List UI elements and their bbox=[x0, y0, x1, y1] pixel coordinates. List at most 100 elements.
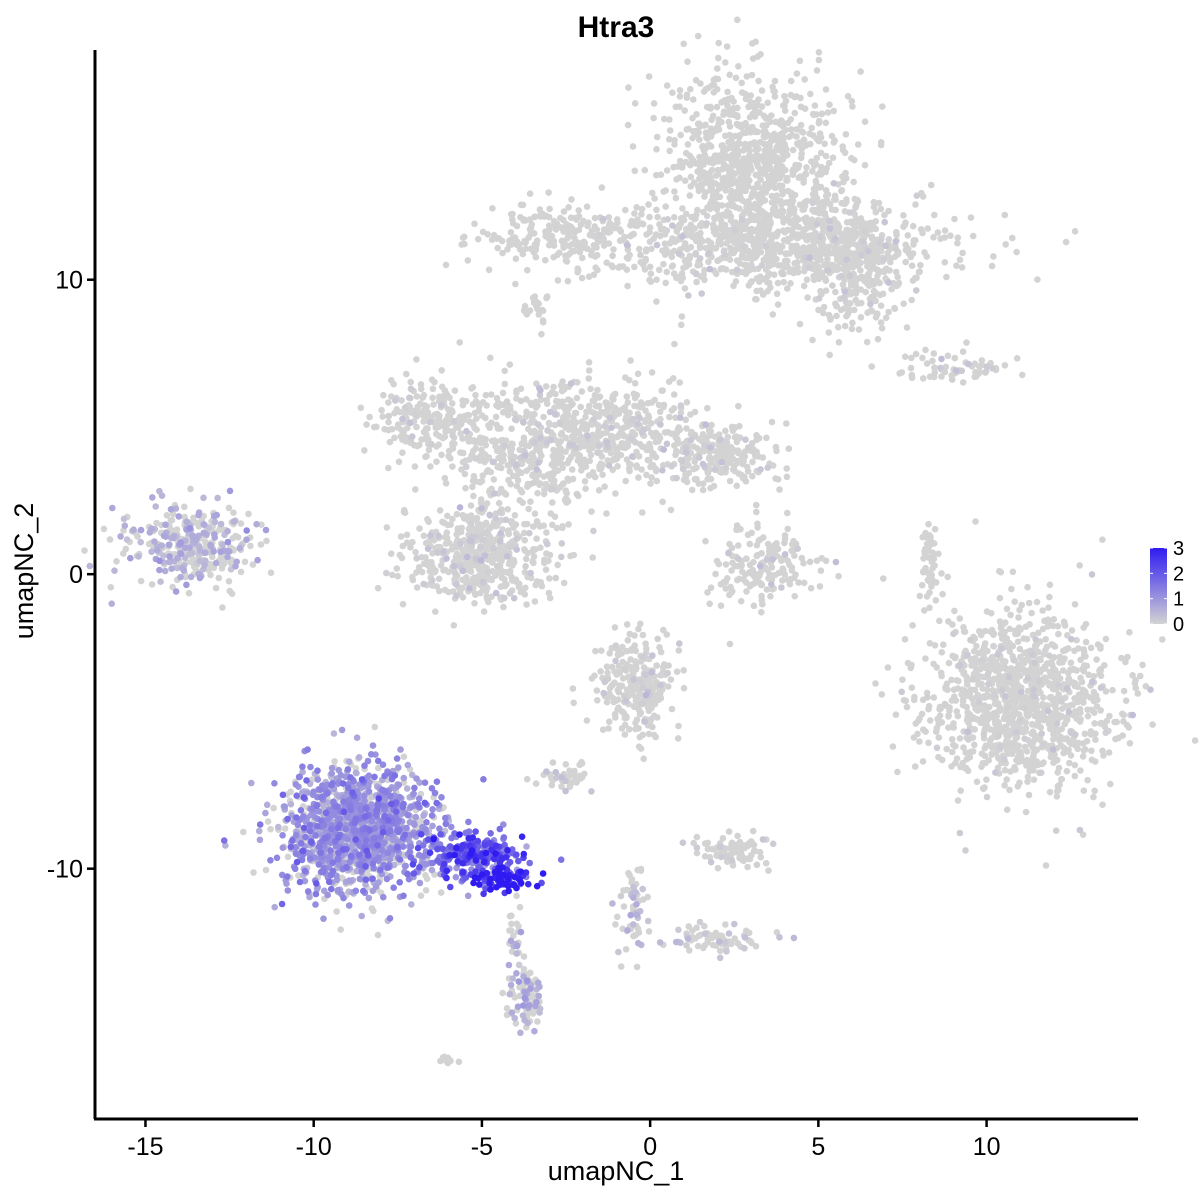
cell-point bbox=[947, 232, 954, 239]
cell-point bbox=[624, 282, 631, 290]
cell-point bbox=[545, 241, 553, 249]
cell-point bbox=[916, 268, 923, 276]
cell-point bbox=[545, 213, 553, 221]
cell-point bbox=[745, 167, 753, 174]
cell-point bbox=[424, 409, 432, 416]
cell-point bbox=[936, 617, 943, 625]
cell-point bbox=[934, 229, 942, 236]
cell-point bbox=[522, 396, 530, 403]
cell-point bbox=[967, 214, 975, 221]
cell-point bbox=[925, 739, 932, 747]
cell-point bbox=[638, 220, 646, 227]
cell-point bbox=[919, 375, 927, 382]
cell-point bbox=[565, 204, 572, 211]
cell-point bbox=[647, 270, 655, 278]
cell-point bbox=[687, 173, 695, 181]
cell-point bbox=[581, 461, 589, 469]
cell-point bbox=[631, 402, 638, 410]
cell-point bbox=[669, 89, 676, 96]
cell-point bbox=[1091, 709, 1098, 716]
cell-point bbox=[741, 254, 749, 262]
cell-point bbox=[990, 253, 997, 260]
cell-point bbox=[806, 558, 814, 566]
cell-point bbox=[1015, 742, 1022, 750]
cell-point bbox=[557, 214, 564, 222]
cell-point bbox=[971, 373, 978, 381]
cell-point bbox=[539, 307, 547, 315]
cell-point bbox=[668, 407, 676, 414]
cell-point bbox=[940, 641, 947, 648]
cell-point bbox=[399, 449, 406, 457]
cell-point bbox=[839, 143, 846, 150]
cell-point bbox=[822, 213, 830, 221]
cell-point bbox=[794, 231, 801, 238]
cell-point bbox=[800, 559, 807, 567]
cell-point bbox=[704, 475, 711, 483]
cell-point bbox=[696, 261, 704, 269]
cell-point bbox=[508, 560, 516, 568]
cell-point bbox=[407, 378, 415, 386]
cell-point bbox=[722, 561, 730, 568]
cell-point bbox=[707, 584, 715, 591]
cell-point bbox=[546, 226, 553, 233]
cell-point bbox=[473, 415, 480, 423]
cell-point bbox=[950, 693, 958, 700]
cell-point bbox=[988, 751, 995, 758]
cell-point bbox=[590, 242, 598, 249]
cell-point bbox=[963, 755, 971, 763]
cell-point bbox=[571, 409, 579, 417]
cell-point bbox=[690, 179, 698, 186]
cell-point bbox=[533, 518, 541, 525]
cell-point bbox=[449, 463, 456, 470]
cell-point bbox=[786, 250, 793, 257]
cell-point bbox=[656, 221, 663, 228]
cell-point bbox=[705, 258, 712, 266]
cell-point bbox=[764, 278, 771, 286]
cell-point bbox=[1126, 740, 1134, 747]
cell-point bbox=[863, 338, 871, 346]
cell-point bbox=[1009, 234, 1016, 242]
cell-point bbox=[506, 361, 514, 368]
cell-point bbox=[800, 179, 807, 186]
cell-point bbox=[873, 290, 880, 297]
cell-point bbox=[1071, 601, 1079, 608]
cell-point bbox=[522, 413, 529, 421]
cell-point bbox=[791, 191, 799, 199]
cell-point bbox=[385, 464, 392, 472]
cell-point bbox=[832, 288, 839, 296]
cell-point bbox=[573, 449, 580, 457]
cell-point bbox=[657, 232, 664, 240]
cell-point bbox=[662, 203, 669, 210]
cell-point bbox=[981, 694, 988, 701]
cell-point bbox=[509, 440, 516, 448]
cell-point bbox=[880, 575, 887, 582]
cell-point bbox=[534, 489, 541, 497]
cell-point bbox=[411, 463, 419, 470]
cell-point bbox=[422, 425, 430, 432]
cell-point bbox=[413, 356, 420, 363]
cell-point bbox=[500, 582, 508, 589]
cell-point bbox=[562, 434, 570, 442]
cell-point bbox=[923, 360, 931, 367]
cell-point bbox=[478, 412, 486, 419]
cell-point bbox=[931, 525, 939, 533]
cell-point bbox=[751, 155, 758, 162]
cell-point bbox=[759, 187, 767, 194]
cell-point bbox=[646, 213, 653, 221]
cell-point bbox=[743, 234, 751, 241]
cell-point bbox=[899, 676, 906, 683]
cell-point bbox=[560, 579, 568, 587]
cell-point bbox=[726, 131, 733, 139]
cell-point bbox=[832, 206, 839, 214]
cell-point bbox=[833, 312, 840, 320]
cell-point bbox=[875, 199, 883, 207]
cell-point bbox=[603, 399, 611, 407]
cell-point bbox=[532, 253, 540, 261]
cell-point bbox=[442, 566, 449, 574]
cell-point bbox=[909, 222, 917, 230]
cell-point bbox=[663, 268, 671, 276]
cell-point bbox=[593, 251, 601, 259]
cell-point bbox=[911, 693, 918, 701]
cell-point bbox=[436, 587, 443, 595]
